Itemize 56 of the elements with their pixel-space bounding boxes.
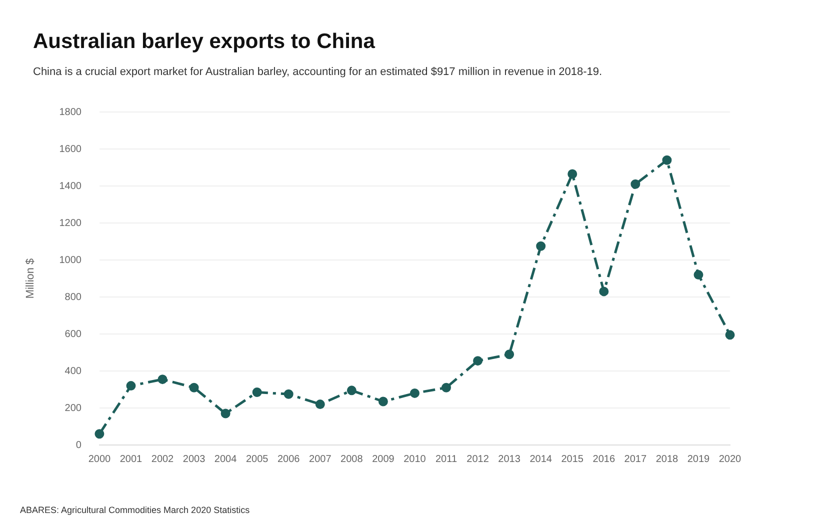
x-tick-label: 2016 xyxy=(592,454,616,465)
x-tick-label: 2004 xyxy=(214,454,238,465)
point xyxy=(189,382,199,392)
y-tick-label: 1200 xyxy=(59,218,82,229)
point xyxy=(220,408,230,418)
x-tick-label: 2003 xyxy=(182,454,206,465)
x-tick-label: 2005 xyxy=(246,454,269,465)
x-tick-label: 2007 xyxy=(309,454,332,465)
y-tick-label: 200 xyxy=(64,402,82,414)
point xyxy=(694,270,704,280)
x-tick-label: 2015 xyxy=(561,454,584,465)
point xyxy=(284,389,294,399)
y-tick-label: 800 xyxy=(64,292,82,303)
y-tick-label: 1800 xyxy=(59,106,82,118)
x-tick-label: 2017 xyxy=(624,454,647,465)
x-tick-label: 2019 xyxy=(687,454,710,465)
y-tick-label: 1600 xyxy=(59,144,82,155)
point xyxy=(252,388,262,398)
point xyxy=(442,382,451,392)
y-tick-label: 1000 xyxy=(59,254,82,266)
y-tick-label: 400 xyxy=(64,366,82,377)
point xyxy=(568,169,578,179)
x-tick-label: 2009 xyxy=(372,454,395,465)
y-axis-title: Million $ xyxy=(24,258,37,299)
x-tick-label: 2012 xyxy=(466,454,490,465)
x-tick-label: 2014 xyxy=(530,454,552,465)
point xyxy=(599,286,609,296)
y-tick-label: 0 xyxy=(76,440,82,451)
x-tick-label: 2006 xyxy=(277,454,300,465)
x-tick-label: 2011 xyxy=(435,454,458,465)
x-tick-label: 2020 xyxy=(718,454,742,465)
y-tick-label: 600 xyxy=(64,328,82,340)
x-tick-label: 2001 xyxy=(120,454,143,465)
chart-title: Australian barley exports to China xyxy=(33,30,375,54)
point xyxy=(315,400,325,410)
point xyxy=(725,330,735,340)
point xyxy=(94,429,104,439)
point xyxy=(536,241,546,251)
x-tick-label: 2018 xyxy=(656,454,679,465)
point xyxy=(126,381,136,391)
x-tick-label: 2008 xyxy=(340,454,364,465)
point xyxy=(158,374,168,384)
x-tick-label: 2000 xyxy=(88,454,112,465)
chart-subtitle: China is a crucial export market for Australian barley, accounting for an estimated $917 million in revenue in 2018-19. xyxy=(33,66,602,78)
point xyxy=(473,356,483,366)
x-tick-label: 2013 xyxy=(498,454,521,465)
y-tick-label: 1400 xyxy=(59,180,82,192)
point xyxy=(504,350,514,360)
x-tick-label: 2002 xyxy=(151,454,174,465)
point xyxy=(378,396,388,406)
point xyxy=(346,386,356,396)
point xyxy=(410,388,420,398)
point xyxy=(662,155,672,165)
point xyxy=(630,179,640,189)
text: ABARES: Agricultural Commodities March 2020 Statistics xyxy=(20,505,250,515)
x-tick-label: 2010 xyxy=(404,454,426,465)
